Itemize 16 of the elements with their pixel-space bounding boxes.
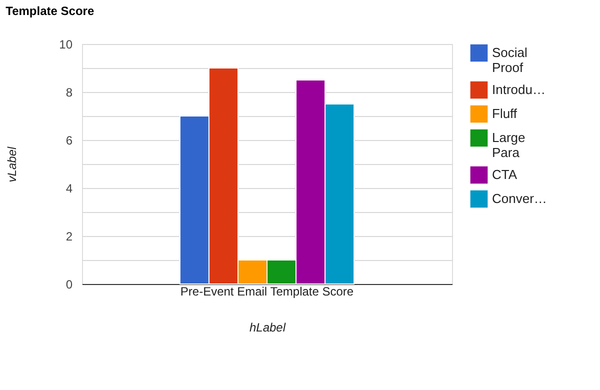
y-tick-label: 4 [66, 182, 73, 196]
y-tick-label: 2 [66, 230, 73, 244]
y-tick-label: 6 [66, 134, 73, 148]
legend-label: Introdu… [492, 82, 546, 97]
legend-label: Social Proof [492, 45, 528, 75]
y-axis-title: vLabel [5, 146, 20, 182]
legend-label: Conver… [492, 191, 547, 206]
legend-label: CTA [492, 167, 518, 182]
legend-label: Large Para [492, 130, 526, 160]
y-tick-label: 0 [66, 278, 73, 292]
y-tick-label: 8 [66, 86, 73, 100]
x-tick-label: Pre-Event Email Template Score [180, 284, 354, 298]
y-tick-label: 10 [59, 38, 73, 52]
legend-label: Fluff [492, 106, 518, 121]
chart-title: Template Score [6, 4, 94, 18]
x-axis-title: hLabel [249, 320, 286, 334]
